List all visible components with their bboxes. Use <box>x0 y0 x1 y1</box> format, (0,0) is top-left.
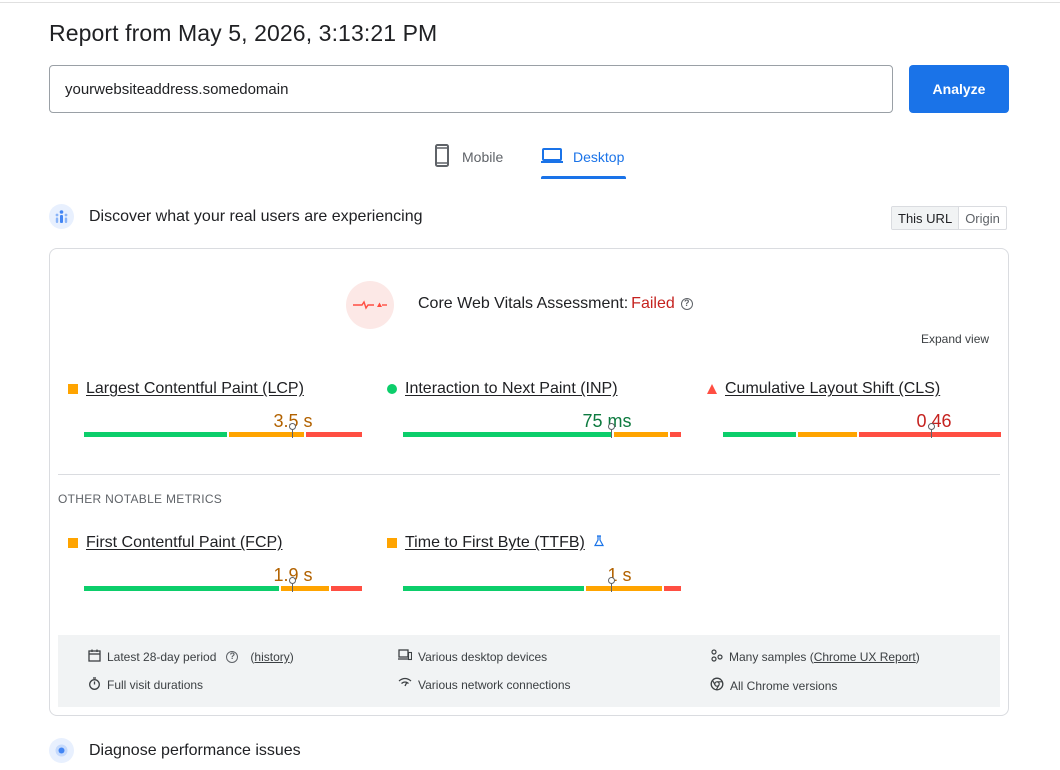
metric-name[interactable]: Interaction to Next Paint (INP) <box>405 380 618 397</box>
field-data-title: Discover what your real users are experi… <box>89 207 423 225</box>
bar-segment-needs-improvement <box>228 432 305 437</box>
samples-item: Many samples (Chrome UX Report) <box>710 649 920 665</box>
devices-text: Various desktop devices <box>418 649 548 664</box>
help-icon[interactable]: ? <box>226 651 239 663</box>
p75-marker <box>607 423 615 438</box>
diagnose-title: Diagnose performance issues <box>89 741 301 759</box>
metric-lcp: Largest Contentful Paint (LCP) 3.5 s <box>68 380 362 438</box>
needs-improvement-square-icon <box>387 538 397 548</box>
network-text: Various network connections <box>418 677 571 692</box>
bar-segment-good <box>723 432 797 437</box>
metrics-divider <box>58 474 1000 475</box>
metric-cls: Cumulative Layout Shift (CLS) 0.46 <box>707 380 1001 438</box>
p75-marker <box>607 577 615 592</box>
users-icon <box>49 204 74 229</box>
period-text: Latest 28-day period <box>107 650 217 664</box>
expand-view-link[interactable]: Expand view <box>921 332 990 346</box>
metric-value: 75 ms <box>582 411 632 431</box>
period-item: Latest 28-day period ? (history) <box>88 649 294 665</box>
good-circle-icon <box>387 384 397 394</box>
tab-mobile-label: Mobile <box>462 149 504 165</box>
network-item: Various network connections <box>398 677 571 692</box>
distribution-bar <box>723 423 1001 438</box>
bar-segment-poor <box>306 432 362 437</box>
durations-text: Full visit durations <box>107 678 204 692</box>
metric-value: 1.9 s <box>273 565 313 585</box>
versions-text: All Chrome versions <box>730 678 838 693</box>
tab-desktop-label: Desktop <box>573 149 625 165</box>
bar-segment-needs-improvement <box>798 432 858 437</box>
distribution-bar <box>403 577 681 592</box>
distribution-bar <box>84 423 362 438</box>
p75-marker <box>288 423 296 438</box>
url-origin-toggle: This URL Origin <box>891 206 1007 230</box>
cwv-assessment: Core Web Vitals Assessment: Failed ? <box>418 295 693 313</box>
samples-prefix: Many samples ( <box>729 650 814 664</box>
metric-inp: Interaction to Next Paint (INP) 75 ms <box>387 380 681 438</box>
bar-segment-poor <box>664 586 681 591</box>
chrome-icon <box>710 677 724 694</box>
field-data-header: Discover what your real users are experi… <box>49 204 422 229</box>
smartphone-icon <box>432 140 452 168</box>
metric-value: 0.46 <box>916 411 952 431</box>
versions-item: All Chrome versions <box>710 677 837 694</box>
metric-value: 3.5 s <box>273 411 313 431</box>
bar-segment-good <box>403 586 585 591</box>
needs-improvement-square-icon <box>68 538 78 548</box>
diagnose-icon <box>49 738 74 763</box>
devices-icon <box>398 649 413 664</box>
bar-segment-poor <box>331 586 362 591</box>
distribution-bar <box>403 423 681 438</box>
analyze-button[interactable]: Analyze <box>909 65 1009 113</box>
calendar-icon <box>88 649 101 665</box>
bar-segment-poor <box>669 432 681 437</box>
help-icon[interactable]: ? <box>680 298 693 310</box>
poor-triangle-icon <box>707 384 717 394</box>
this-url-button[interactable]: This URL <box>892 207 960 229</box>
active-tab-indicator <box>541 176 626 179</box>
p75-marker <box>288 577 296 592</box>
field-data-card <box>49 248 1009 716</box>
metric-fcp: First Contentful Paint (FCP) 1.9 s <box>68 534 362 592</box>
url-input[interactable] <box>49 65 893 113</box>
bar-segment-good <box>84 586 280 591</box>
experimental-flask-icon <box>593 534 605 552</box>
tab-mobile[interactable]: Mobile <box>432 140 503 180</box>
origin-button[interactable]: Origin <box>965 211 1000 226</box>
metric-name[interactable]: First Contentful Paint (FCP) <box>86 534 283 551</box>
tab-desktop[interactable]: Desktop <box>541 140 626 180</box>
bar-segment-poor <box>859 432 1001 437</box>
history-link[interactable]: history <box>254 650 290 664</box>
wifi-icon <box>398 677 412 692</box>
laptop-icon <box>541 140 563 168</box>
bar-segment-needs-improvement <box>586 586 663 591</box>
needs-improvement-square-icon <box>68 384 78 394</box>
cwv-assessment-label: Core Web Vitals Assessment: <box>418 295 629 312</box>
bar-segment-needs-improvement <box>614 432 668 437</box>
cwv-assessment-status: Failed <box>631 295 675 312</box>
distribution-bar <box>84 577 362 592</box>
other-metrics-label: OTHER NOTABLE METRICS <box>58 492 223 506</box>
samples-icon <box>710 649 723 665</box>
metric-name[interactable]: Largest Contentful Paint (LCP) <box>86 380 304 397</box>
bar-segment-good <box>84 432 227 437</box>
p75-marker <box>927 423 935 438</box>
stopwatch-icon <box>88 677 101 693</box>
durations-item: Full visit durations <box>88 677 203 693</box>
devices-item: Various desktop devices <box>398 649 547 664</box>
bar-segment-good <box>403 432 613 437</box>
bar-segment-needs-improvement <box>281 586 330 591</box>
samples-suffix: ) <box>915 650 920 664</box>
metric-ttfb: Time to First Byte (TTFB) 1 s <box>387 534 681 592</box>
metric-name[interactable]: Cumulative Layout Shift (CLS) <box>725 380 941 397</box>
report-title: Report from May 5, 2026, 3:13:21 PM <box>49 20 438 46</box>
data-summary-footer: Latest 28-day period ? (history) Full vi… <box>58 635 1000 707</box>
metric-name[interactable]: Time to First Byte (TTFB) <box>405 534 585 551</box>
failed-vitals-icon <box>346 281 394 329</box>
chrome-ux-report-link[interactable]: Chrome UX Report <box>813 650 916 664</box>
diagnose-header: Diagnose performance issues <box>49 738 301 763</box>
top-border <box>0 0 1060 3</box>
